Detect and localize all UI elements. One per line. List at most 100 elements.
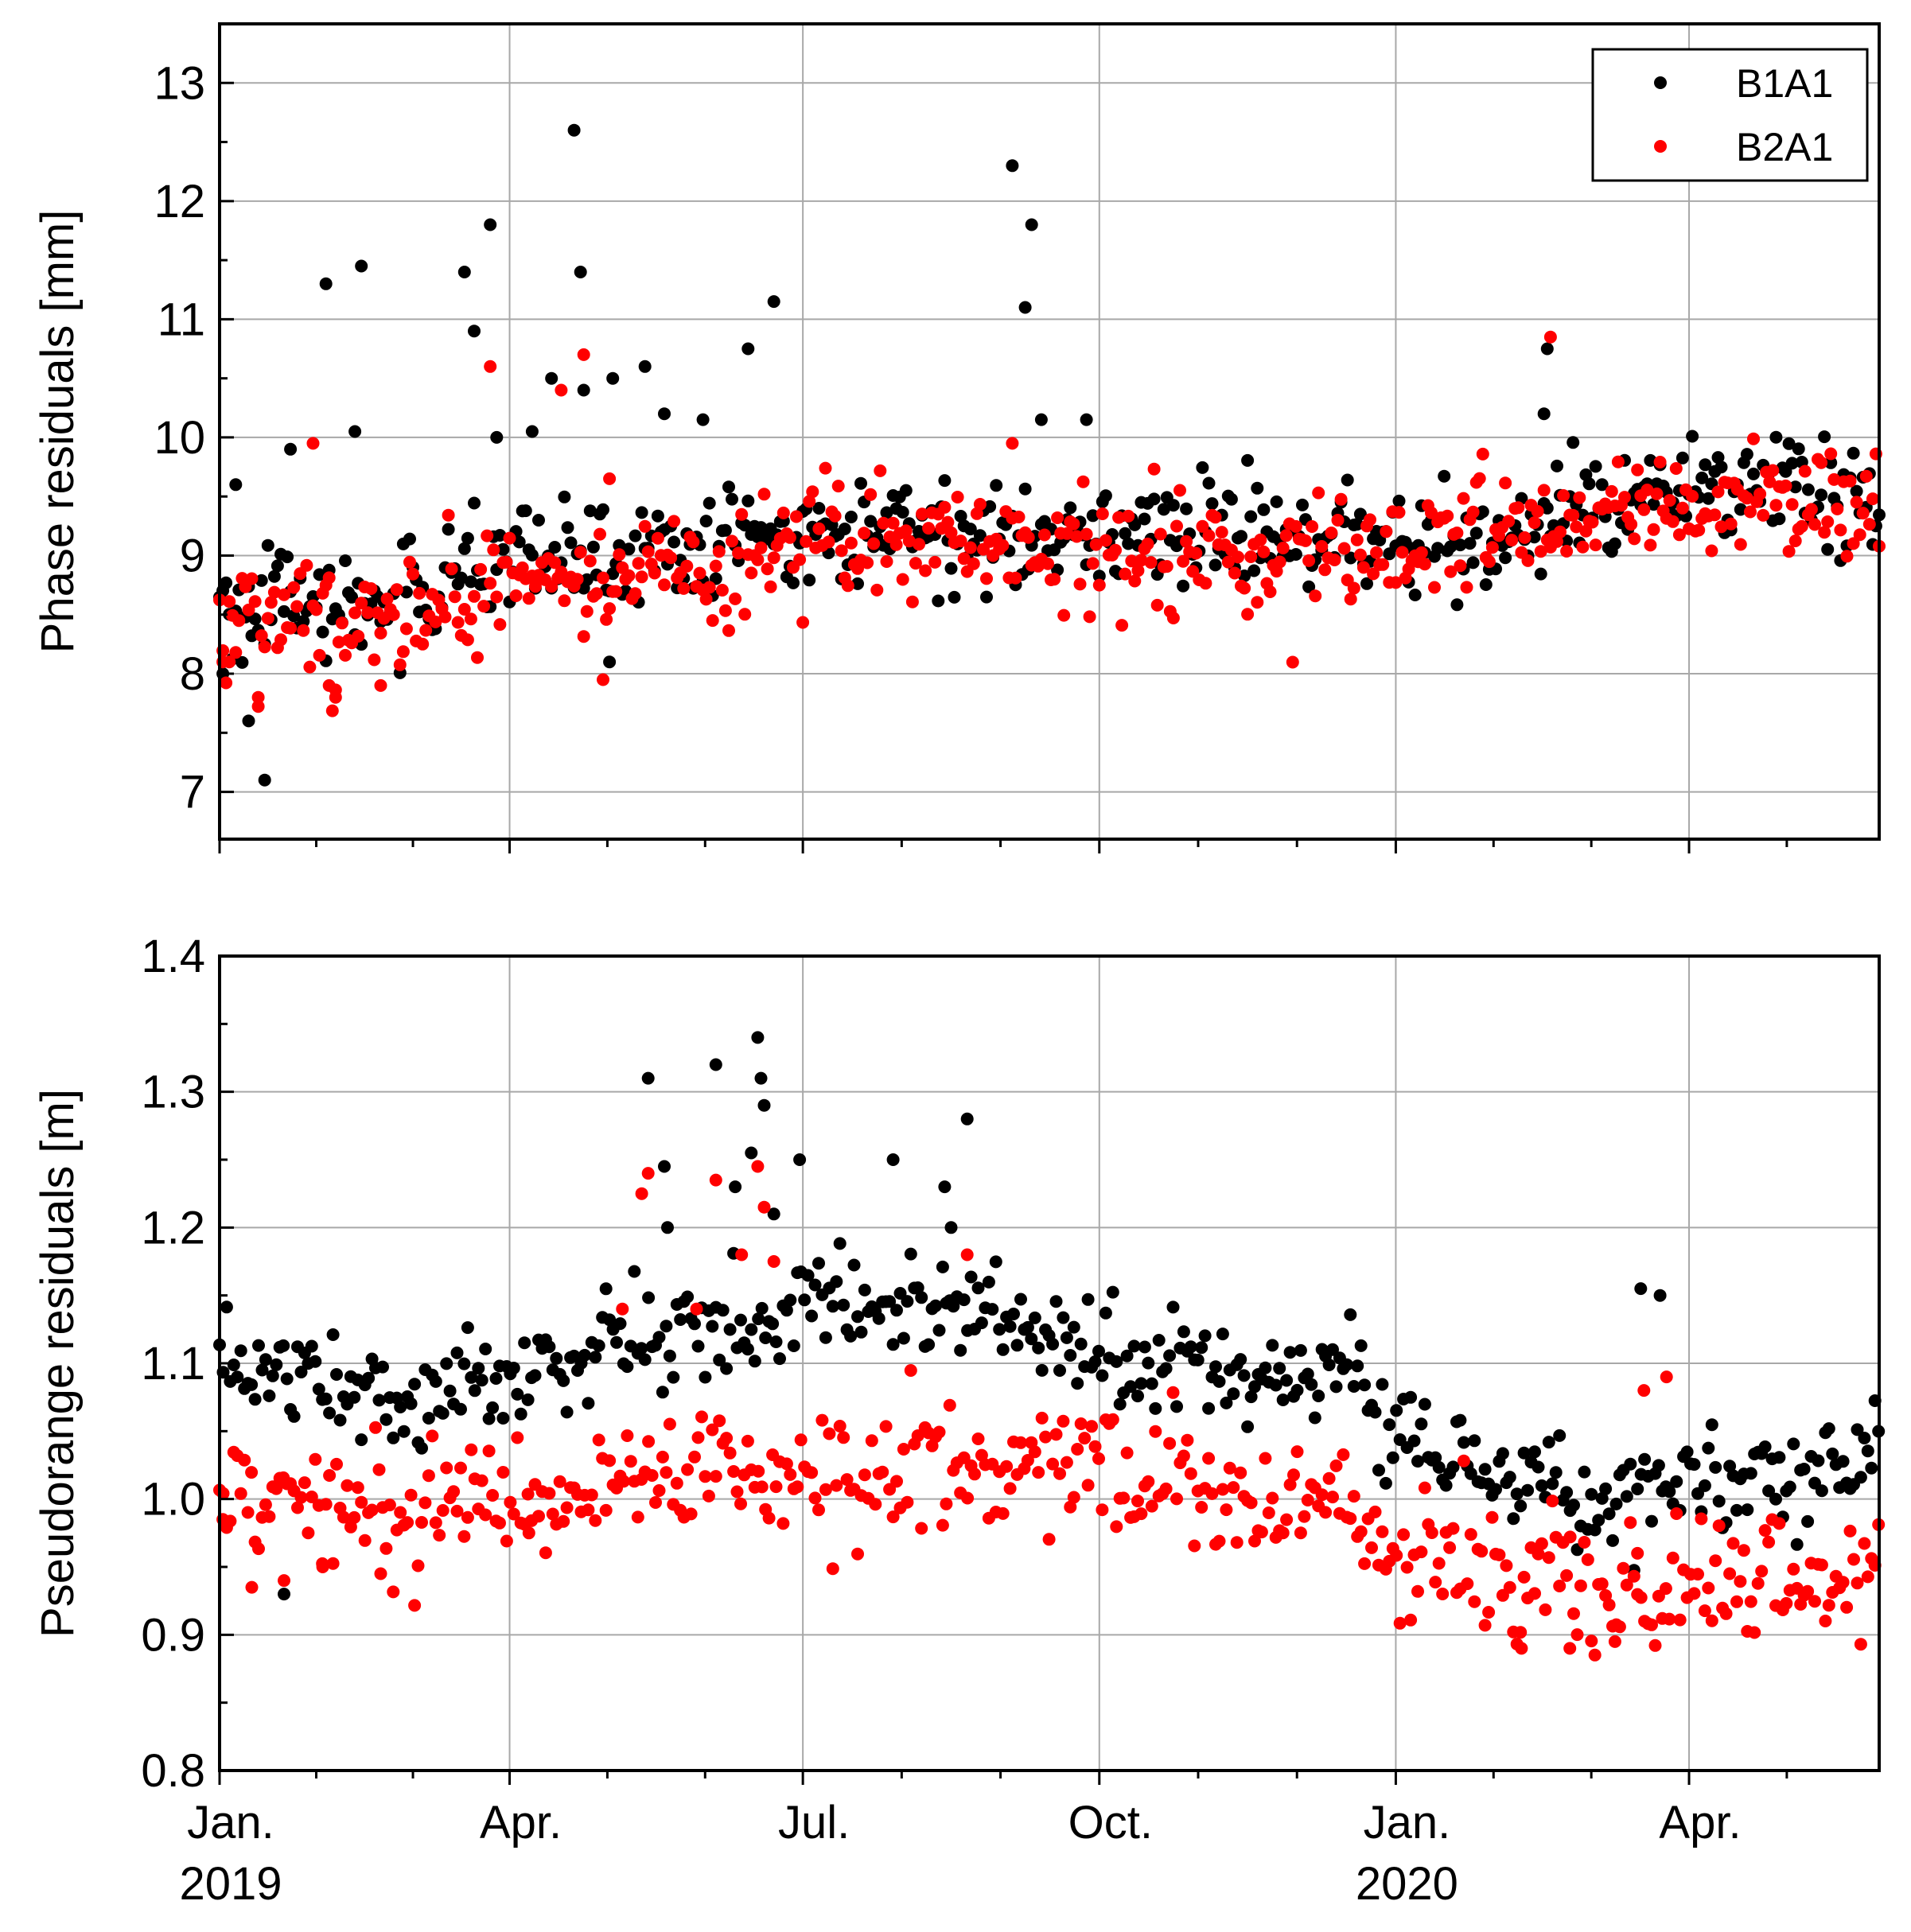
- data-point: [1740, 448, 1753, 461]
- data-point-outlier: [242, 714, 255, 728]
- data-point-outlier: [729, 1180, 742, 1194]
- data-point: [1170, 519, 1183, 533]
- data-point: [1687, 1458, 1701, 1471]
- data-point: [248, 612, 262, 626]
- data-point: [1856, 507, 1870, 520]
- data-point: [589, 1351, 602, 1364]
- data-point: [306, 590, 320, 603]
- data-point: [319, 1392, 333, 1405]
- data-point: [989, 1255, 1002, 1269]
- data-point: [715, 584, 729, 597]
- data-point: [780, 1304, 793, 1317]
- data-point: [1429, 1576, 1442, 1589]
- data-point: [968, 1467, 981, 1481]
- data-point: [769, 1480, 783, 1494]
- data-point: [1301, 1494, 1314, 1506]
- data-point: [1244, 1390, 1258, 1404]
- data-point: [358, 1534, 372, 1547]
- data-point: [723, 1446, 737, 1460]
- data-point: [632, 557, 645, 570]
- data-point: [1124, 1380, 1138, 1394]
- data-point: [1653, 456, 1667, 468]
- data-point: [830, 1479, 843, 1492]
- data-point: [840, 1473, 854, 1487]
- data-point: [1482, 1606, 1496, 1619]
- data-point: [1048, 573, 1061, 586]
- data-point: [1589, 460, 1602, 473]
- data-point: [687, 535, 700, 549]
- data-point: [1648, 1639, 1662, 1652]
- data-point: [1220, 1503, 1233, 1517]
- data-point: [1383, 1418, 1396, 1432]
- data-point: [532, 1510, 545, 1523]
- data-point: [916, 507, 928, 521]
- data-point: [1227, 1481, 1240, 1495]
- data-point-outlier: [754, 1071, 768, 1085]
- data-point: [1141, 537, 1154, 550]
- data-point: [1370, 546, 1384, 559]
- data-point: [316, 625, 329, 639]
- data-point: [1663, 1612, 1676, 1626]
- data-point: [1644, 453, 1657, 467]
- data-point-outlier: [616, 1302, 629, 1316]
- data-point: [1415, 546, 1428, 559]
- data-point: [1418, 1397, 1431, 1411]
- data-point: [847, 1258, 861, 1272]
- data-point: [578, 1348, 591, 1362]
- data-point: [1145, 1499, 1158, 1513]
- data-point: [490, 590, 504, 604]
- data-point: [1606, 1534, 1619, 1547]
- data-point: [1202, 476, 1216, 490]
- data-point-outlier: [374, 1567, 387, 1580]
- data-point: [255, 1363, 269, 1377]
- data-point: [674, 1313, 687, 1326]
- data-point: [1762, 1535, 1776, 1549]
- data-point: [681, 1290, 695, 1304]
- data-point: [259, 1353, 272, 1366]
- data-point: [1163, 1349, 1177, 1363]
- data-point: [1737, 1544, 1750, 1557]
- data-point: [390, 583, 403, 597]
- data-point: [1344, 1512, 1357, 1526]
- data-point: [1128, 574, 1142, 588]
- data-point: [401, 1516, 415, 1530]
- data-point: [553, 1475, 566, 1488]
- data-point: [1301, 1367, 1314, 1381]
- data-point: [415, 1516, 428, 1529]
- data-point: [1478, 1619, 1492, 1632]
- data-point: [447, 1485, 461, 1499]
- data-point: [348, 606, 362, 620]
- y-axis: 0.8 0.9 1.0 1.1 1.2 1.3 1.4: [141, 931, 234, 1797]
- data-point: [450, 1504, 464, 1518]
- data-point: [1783, 1480, 1796, 1494]
- data-point: [861, 556, 874, 569]
- data-point: [617, 1475, 630, 1488]
- data-point: [951, 491, 964, 503]
- data-point: [1208, 558, 1222, 572]
- data-point: [1028, 1311, 1041, 1324]
- data-point: [658, 578, 671, 592]
- data-points: [213, 123, 1886, 787]
- data-point: [1122, 509, 1135, 523]
- data-point: [1468, 1595, 1481, 1608]
- data-point-outlier: [522, 1526, 535, 1540]
- data-point: [819, 1331, 832, 1344]
- data-point: [1353, 548, 1367, 562]
- data-point: [606, 567, 620, 581]
- data-point: [1344, 551, 1357, 565]
- data-point-outlier: [638, 360, 652, 373]
- data-point: [1582, 477, 1596, 491]
- data-point-outlier: [545, 371, 559, 385]
- data-point: [844, 1329, 858, 1343]
- data-point: [252, 1542, 265, 1556]
- data-point: [1122, 537, 1135, 550]
- data-point: [734, 1497, 747, 1510]
- data-point: [663, 1349, 676, 1363]
- data-point: [1191, 1353, 1205, 1366]
- data-point: [870, 583, 884, 597]
- data-point: [245, 572, 259, 585]
- data-point: [773, 1352, 786, 1366]
- data-point-outlier: [555, 383, 568, 397]
- data-point: [1611, 455, 1625, 468]
- data-point: [1518, 531, 1532, 544]
